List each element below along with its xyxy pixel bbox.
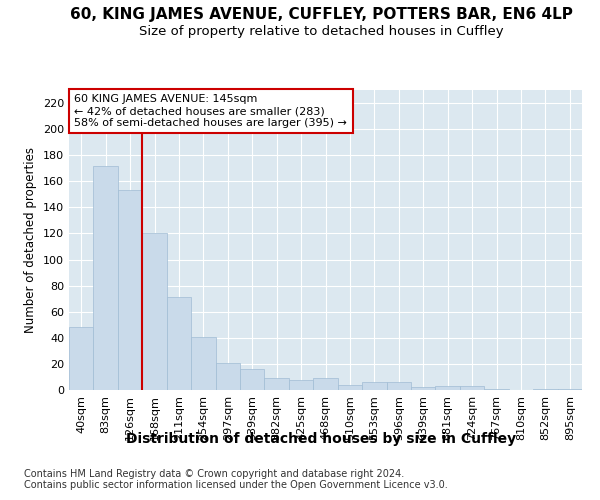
Bar <box>460 386 484 390</box>
Bar <box>265 378 289 390</box>
Text: Contains public sector information licensed under the Open Government Licence v3: Contains public sector information licen… <box>24 480 448 490</box>
Y-axis label: Number of detached properties: Number of detached properties <box>25 147 37 333</box>
Bar <box>313 378 338 390</box>
Bar <box>69 328 94 390</box>
Text: 60 KING JAMES AVENUE: 145sqm
← 42% of detached houses are smaller (283)
58% of s: 60 KING JAMES AVENUE: 145sqm ← 42% of de… <box>74 94 347 128</box>
Bar <box>484 388 509 390</box>
Bar <box>215 362 240 390</box>
Text: 60, KING JAMES AVENUE, CUFFLEY, POTTERS BAR, EN6 4LP: 60, KING JAMES AVENUE, CUFFLEY, POTTERS … <box>70 8 572 22</box>
Text: Contains HM Land Registry data © Crown copyright and database right 2024.: Contains HM Land Registry data © Crown c… <box>24 469 404 479</box>
Text: Size of property relative to detached houses in Cuffley: Size of property relative to detached ho… <box>139 25 503 38</box>
Bar <box>436 386 460 390</box>
Bar <box>533 388 557 390</box>
Bar <box>118 190 142 390</box>
Bar <box>557 388 582 390</box>
Bar <box>191 336 215 390</box>
Bar <box>411 388 436 390</box>
Bar <box>142 234 167 390</box>
Text: Distribution of detached houses by size in Cuffley: Distribution of detached houses by size … <box>126 432 516 446</box>
Bar <box>94 166 118 390</box>
Bar <box>338 385 362 390</box>
Bar <box>289 380 313 390</box>
Bar <box>167 298 191 390</box>
Bar <box>240 369 265 390</box>
Bar <box>386 382 411 390</box>
Bar <box>362 382 386 390</box>
